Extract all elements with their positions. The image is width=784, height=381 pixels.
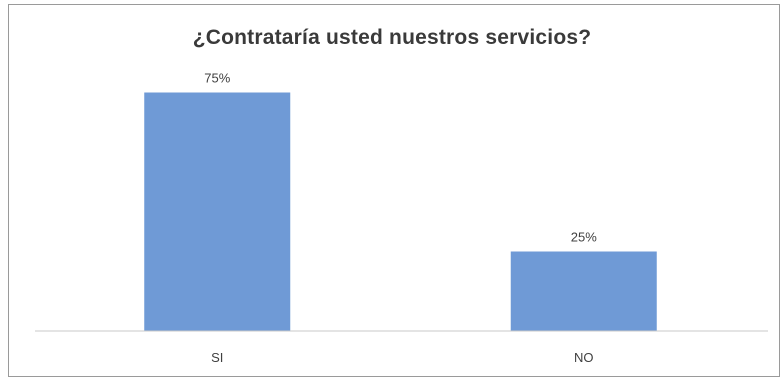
- bars-layer: [144, 92, 657, 331]
- labels-layer: 75% SI 25% NO: [204, 71, 597, 366]
- x-tick-label-no: NO: [574, 350, 594, 365]
- chart-title: ¿Contrataría usted nuestros servicios?: [192, 26, 592, 49]
- data-label-no: 25%: [571, 230, 597, 245]
- bar-si: [144, 92, 291, 331]
- data-label-si: 75%: [204, 71, 230, 86]
- bar-no: [510, 251, 657, 331]
- x-tick-label-si: SI: [211, 350, 223, 365]
